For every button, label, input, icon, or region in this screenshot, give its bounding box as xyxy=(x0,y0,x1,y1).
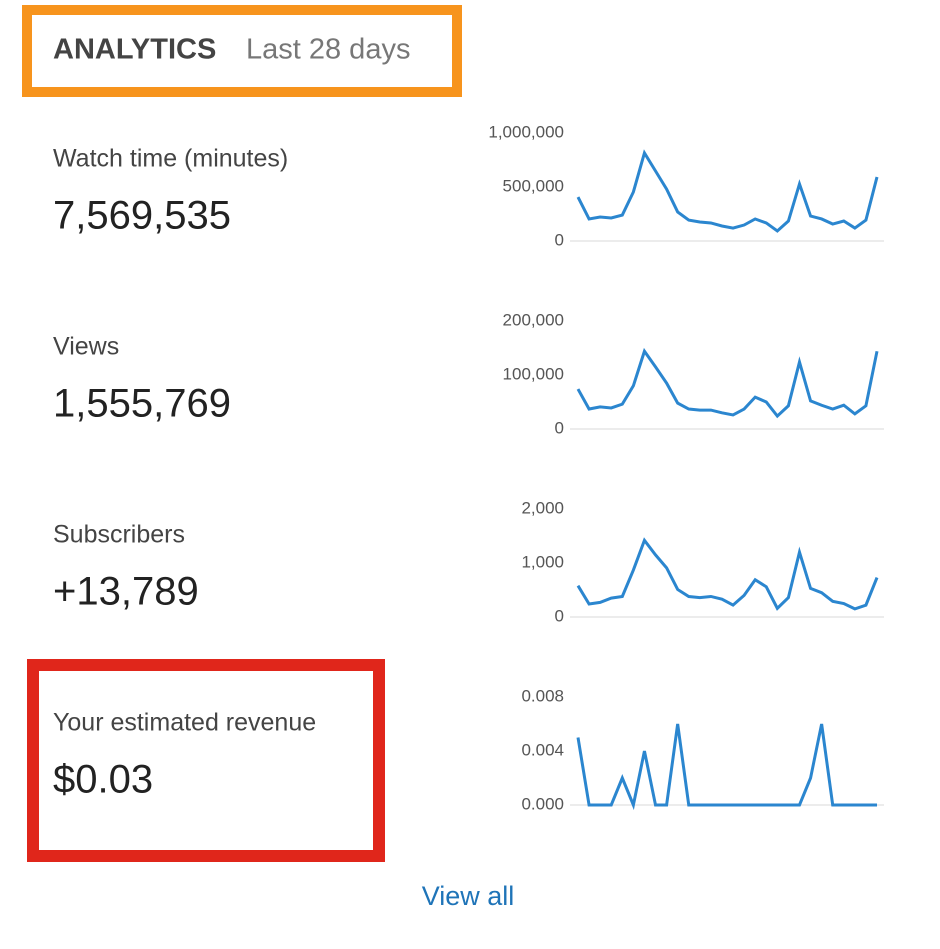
y-tick-label: 1,000,000 xyxy=(488,122,564,141)
header-period: Last 28 days xyxy=(246,34,410,66)
sparkline xyxy=(576,347,879,419)
metric-value: 7,569,535 xyxy=(53,194,231,238)
y-tick-label: 0 xyxy=(555,418,564,437)
y-tick-label: 100,000 xyxy=(503,364,564,383)
sparkline xyxy=(576,149,879,233)
y-tick-label: 0.004 xyxy=(521,740,564,759)
y-tick-label: 2,000 xyxy=(521,498,564,517)
y-tick-label: 0 xyxy=(555,230,564,249)
metric-label: Subscribers xyxy=(53,521,185,549)
metric-label: Views xyxy=(53,333,119,361)
y-tick-label: 200,000 xyxy=(503,310,564,329)
y-tick-label: 1,000 xyxy=(521,552,564,571)
y-tick-label: 500,000 xyxy=(503,176,564,195)
y-tick-label: 0.000 xyxy=(521,794,564,813)
header-title: ANALYTICS xyxy=(53,34,216,66)
header-highlight xyxy=(22,5,462,97)
sparkline xyxy=(576,537,879,611)
metric-value: +13,789 xyxy=(53,570,199,614)
metric-value: 1,555,769 xyxy=(53,382,231,426)
revenue-highlight xyxy=(27,659,385,862)
y-tick-label: 0.008 xyxy=(521,686,564,705)
metric-value: $0.03 xyxy=(53,758,153,802)
view-all-link[interactable]: View all xyxy=(422,881,515,911)
metric-label: Your estimated revenue xyxy=(53,709,316,737)
sparkline xyxy=(576,723,877,811)
y-tick-label: 0 xyxy=(555,606,564,625)
metric-label: Watch time (minutes) xyxy=(53,145,288,173)
